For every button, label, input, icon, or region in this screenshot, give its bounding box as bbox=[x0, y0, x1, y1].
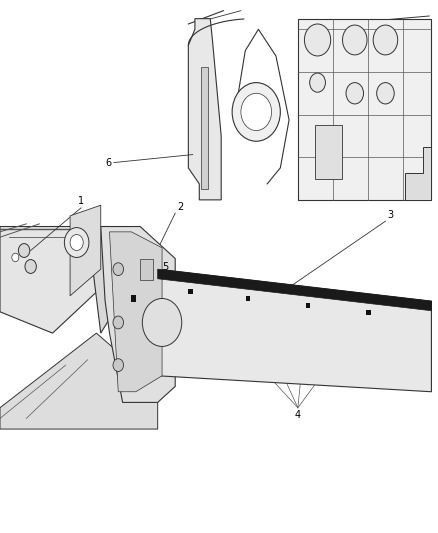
Circle shape bbox=[241, 93, 272, 131]
Circle shape bbox=[304, 24, 331, 56]
Bar bbox=[184, 13, 431, 200]
Polygon shape bbox=[0, 333, 158, 429]
Polygon shape bbox=[158, 269, 431, 392]
Polygon shape bbox=[405, 147, 431, 200]
Polygon shape bbox=[110, 232, 162, 392]
Circle shape bbox=[142, 298, 182, 346]
Polygon shape bbox=[70, 205, 101, 296]
Bar bbox=[366, 310, 371, 315]
Bar bbox=[140, 259, 153, 280]
Bar bbox=[306, 303, 311, 308]
Polygon shape bbox=[88, 227, 114, 333]
Text: 6: 6 bbox=[106, 158, 112, 167]
Circle shape bbox=[113, 263, 124, 276]
Circle shape bbox=[25, 260, 36, 273]
Circle shape bbox=[64, 228, 89, 257]
Polygon shape bbox=[298, 19, 431, 200]
Circle shape bbox=[18, 244, 30, 257]
Circle shape bbox=[373, 25, 398, 55]
Bar bbox=[188, 289, 193, 294]
Text: 5: 5 bbox=[162, 262, 168, 272]
Bar bbox=[246, 296, 250, 301]
Bar bbox=[0, 227, 431, 429]
Circle shape bbox=[310, 73, 325, 92]
Bar bbox=[315, 125, 342, 179]
Circle shape bbox=[232, 83, 280, 141]
Circle shape bbox=[346, 83, 364, 104]
Circle shape bbox=[12, 253, 19, 262]
Circle shape bbox=[343, 25, 367, 55]
Text: 2: 2 bbox=[177, 201, 184, 212]
Text: 3: 3 bbox=[388, 209, 394, 220]
Circle shape bbox=[113, 359, 124, 372]
Polygon shape bbox=[158, 269, 431, 311]
Text: 4: 4 bbox=[295, 410, 301, 421]
Polygon shape bbox=[101, 227, 175, 402]
Text: 1: 1 bbox=[78, 196, 84, 206]
Polygon shape bbox=[188, 19, 221, 200]
Circle shape bbox=[113, 316, 124, 329]
Circle shape bbox=[377, 83, 394, 104]
Polygon shape bbox=[201, 67, 208, 189]
Circle shape bbox=[70, 235, 83, 251]
Polygon shape bbox=[0, 227, 110, 333]
Bar bbox=[131, 295, 136, 302]
